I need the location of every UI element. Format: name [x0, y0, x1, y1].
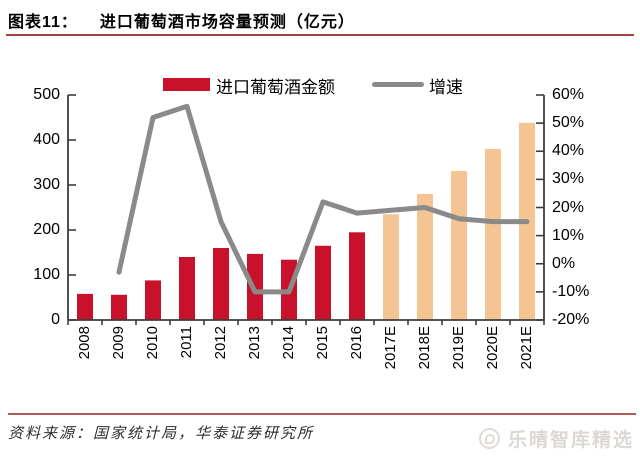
- y-axis-right-label: 40%: [552, 142, 585, 160]
- footer-divider: [8, 413, 636, 415]
- watermark: 乐晴智库精选: [478, 425, 634, 452]
- figure-number-label: 图表11：: [8, 14, 78, 31]
- bar-2018E: [417, 194, 433, 320]
- y-axis-left-label: 500: [33, 86, 60, 103]
- bar-2012: [213, 248, 229, 320]
- x-axis-label-2017E: 2017E: [382, 326, 399, 370]
- y-axis-left-label: 400: [33, 131, 60, 148]
- leqing-logo-icon: [478, 428, 500, 449]
- y-axis-left-label: 0: [51, 311, 60, 328]
- data-source-note: 资料来源：国家统计局，华泰证券研究所: [8, 424, 315, 442]
- y-axis-right-label: 50%: [552, 114, 585, 132]
- bar-2017E: [383, 214, 399, 321]
- legend-bar-label: 进口葡萄酒金额: [216, 78, 335, 97]
- legend-line-label: 增速: [429, 78, 463, 97]
- bar-2019E: [451, 171, 467, 320]
- y-axis-left-label: 200: [33, 221, 60, 238]
- y-axis-left-label: 100: [33, 266, 60, 283]
- x-axis-label-2016: 2016: [348, 326, 365, 360]
- title-underline: [6, 34, 634, 36]
- x-axis-label-2015: 2015: [314, 326, 331, 360]
- bar-2016: [349, 232, 365, 321]
- bar-2020E: [485, 149, 501, 320]
- x-axis-label-2010: 2010: [144, 326, 161, 360]
- chart-legend: 进口葡萄酒金额 增速: [0, 71, 640, 97]
- legend-line-swatch: [372, 82, 424, 87]
- y-axis-right-label: 20%: [552, 198, 585, 216]
- chart-header: 图表11： 进口葡萄酒市场容量预测（亿元）: [8, 8, 355, 32]
- x-axis-label-2012: 2012: [212, 326, 229, 360]
- y-axis-right-label: 60%: [552, 86, 585, 103]
- x-axis-label-2011: 2011: [178, 326, 195, 359]
- x-axis-label-2008: 2008: [76, 326, 93, 360]
- page-title: 进口葡萄酒市场容量预测（亿元）: [99, 14, 355, 31]
- watermark-text: 乐晴智库精选: [507, 430, 634, 451]
- y-axis-right-label: -10%: [552, 282, 590, 300]
- y-axis-right-label: 30%: [552, 170, 585, 188]
- x-axis-label-2018E: 2018E: [416, 326, 433, 370]
- x-axis-label-2019E: 2019E: [450, 326, 467, 370]
- y-axis-right-label: 10%: [552, 226, 585, 244]
- x-axis-label-2014: 2014: [280, 326, 297, 360]
- bar-2011: [179, 257, 195, 320]
- bar-2010: [145, 280, 161, 320]
- x-axis-label-2021E: 2021E: [518, 326, 535, 370]
- bar-2008: [77, 293, 93, 320]
- growth-line: [116, 103, 530, 295]
- bar-2009: [111, 294, 127, 320]
- x-axis-label-2020E: 2020E: [484, 326, 501, 370]
- legend-bar-swatch: [163, 78, 210, 91]
- x-axis-label-2009: 2009: [110, 326, 127, 360]
- y-axis-right-label: -20%: [552, 311, 590, 328]
- y-axis-left-label: 300: [33, 176, 60, 193]
- y-axis-right-label: 0%: [552, 254, 576, 272]
- x-axis-label-2013: 2013: [246, 326, 263, 360]
- bar-2015: [315, 245, 331, 321]
